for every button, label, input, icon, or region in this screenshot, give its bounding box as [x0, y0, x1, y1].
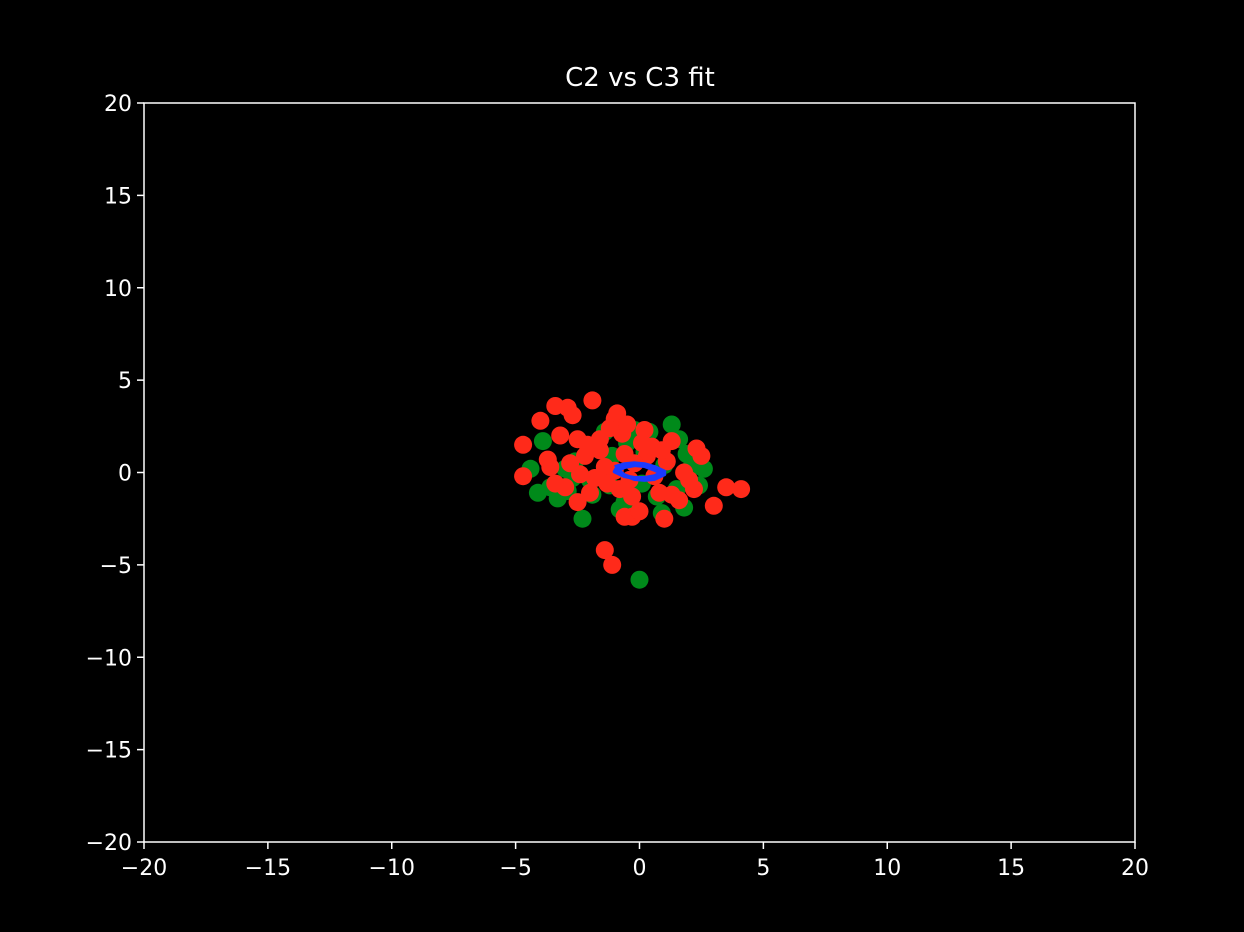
scatter-point [692, 446, 711, 465]
y-tick-label: 10 [104, 277, 132, 302]
scatter-series-2 [514, 391, 751, 574]
scatter-point [717, 478, 736, 497]
y-tick-label: −5 [100, 554, 132, 579]
scatter-point [556, 478, 575, 497]
scatter-point [573, 509, 592, 528]
axes-layer: −20 −15 −10 −5 0 5 10 15 20 20 15 10 5 0 −5 −10 −15 −20 [86, 92, 1149, 881]
scatter-point [568, 493, 587, 512]
scatter-point [603, 555, 622, 574]
y-tick-label: 0 [118, 462, 132, 487]
scatter-point [662, 415, 681, 434]
scatter-point [581, 483, 599, 502]
x-tick-label: 10 [873, 856, 901, 881]
scatter-point [618, 415, 637, 434]
scatter-point [623, 487, 642, 506]
scatter-point [704, 496, 723, 515]
x-tick-label: 15 [997, 856, 1025, 881]
y-tick-label: 15 [104, 184, 132, 209]
x-tick-label: 0 [633, 856, 647, 881]
scatter-point [670, 491, 689, 510]
scatter-point [563, 406, 582, 425]
scatter-point [531, 411, 550, 430]
chart-title: C2 vs C3 fit [565, 63, 715, 93]
y-tick-label: 5 [118, 369, 132, 394]
y-tick-label: −10 [86, 646, 132, 671]
scatter-point [541, 458, 560, 476]
scatter-point [551, 426, 570, 445]
scatter-point [685, 480, 703, 499]
scatter-point [514, 435, 533, 454]
x-tick-label: −15 [245, 856, 291, 881]
x-tick-label: 5 [756, 856, 770, 881]
fit-curve [612, 461, 667, 482]
y-tick-label: 20 [104, 92, 132, 117]
scatter-point [630, 502, 649, 521]
scatter-point [578, 435, 597, 454]
scatter-point [732, 480, 751, 499]
scatter-point [533, 432, 552, 451]
x-tick-label: −5 [499, 856, 531, 881]
y-tick-label: −20 [86, 831, 132, 856]
data-layer [514, 391, 751, 589]
x-tick-label: 20 [1121, 856, 1149, 881]
scatter-point [583, 391, 602, 410]
scatter-point [655, 509, 674, 528]
y-tick-label: −15 [86, 739, 132, 764]
scatter-point [652, 441, 671, 460]
scatter-point [630, 570, 649, 589]
scatter-point [595, 541, 614, 560]
scatter-point [615, 507, 634, 526]
x-tick-label: −20 [121, 856, 167, 881]
scatter-point [635, 421, 654, 439]
x-tick-label: −10 [369, 856, 415, 881]
scatter-point [561, 454, 580, 473]
scatter-point [585, 469, 604, 487]
scatter-point [514, 467, 533, 486]
